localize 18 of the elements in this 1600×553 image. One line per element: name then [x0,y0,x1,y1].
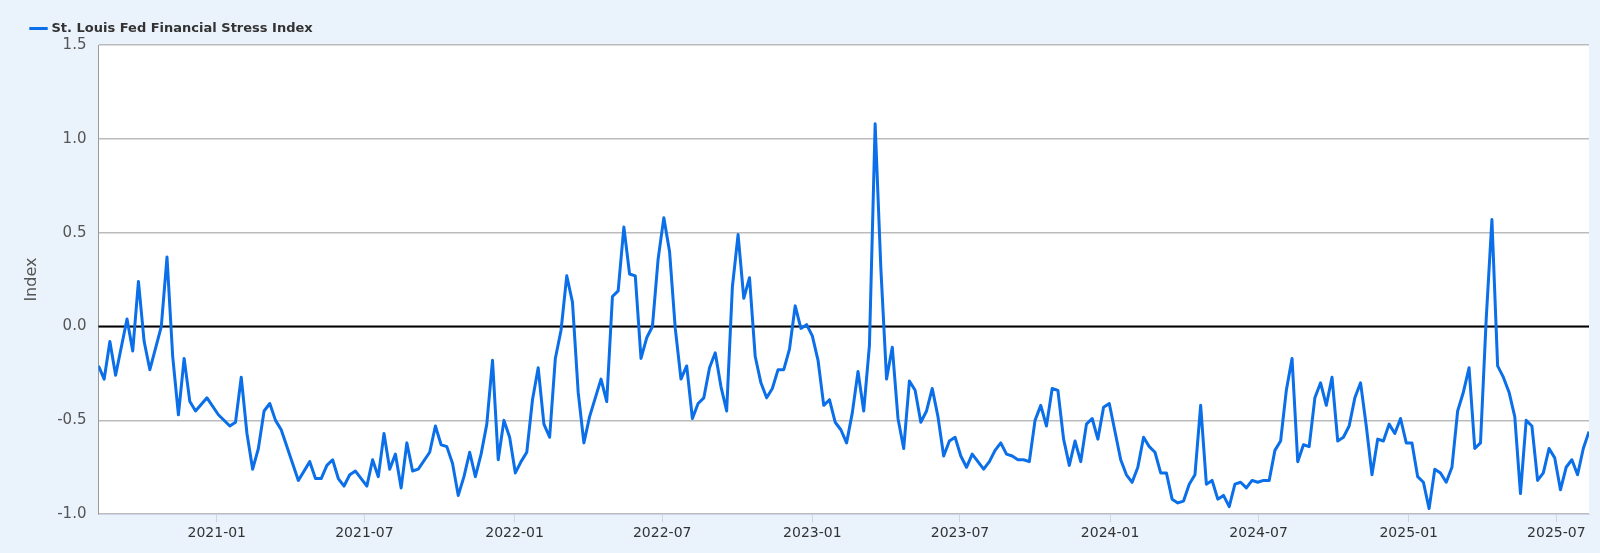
x-tick-label: 2021-07 [335,524,394,541]
x-tick-label: 2022-01 [485,524,544,541]
x-tick-label: 2024-01 [1080,524,1140,541]
y-tick-label: 0.0 [62,316,87,335]
x-tick-label: 2022-07 [632,524,692,541]
y-tick-label: 1.0 [62,128,87,147]
x-tick-label: 2023-07 [930,524,990,541]
x-tick-label: 2024-07 [1229,524,1288,541]
x-tick-label: 2025-01 [1379,524,1438,541]
legend-label: St. Louis Fed Financial Stress Index [51,19,314,35]
x-tick-label: 2023-01 [783,524,842,541]
y-tick-label: -1.0 [57,504,87,523]
x-tick-label: 2021-01 [187,524,247,541]
y-axis-title: Index [20,257,40,302]
y-tick-label: 1.5 [62,34,87,53]
x-tick-label: 2025-07 [1527,524,1586,541]
y-tick-label: 0.5 [62,222,87,241]
y-tick-label: -0.5 [57,410,87,429]
